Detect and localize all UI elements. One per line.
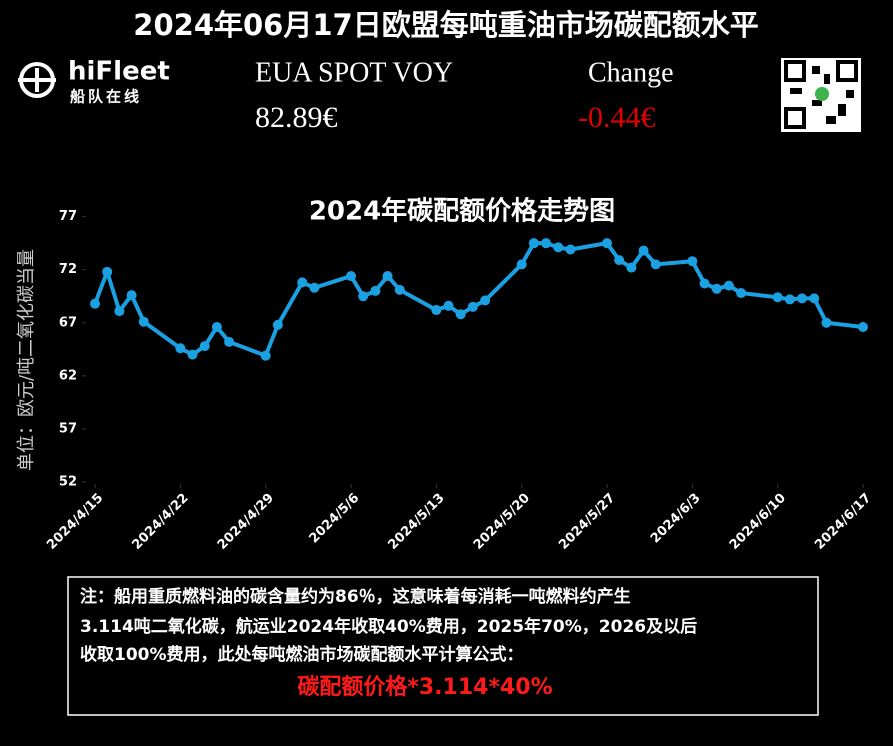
data-point [650, 259, 661, 270]
note-line: 注：船用重质燃料油的碳含量约为86％，这意味着每消耗一吨燃料约产生 [80, 586, 631, 607]
qr-code [781, 58, 861, 132]
change-label: Change [588, 57, 674, 88]
data-point [90, 298, 100, 309]
y-tick-label: 77 [59, 209, 77, 224]
data-point [260, 350, 271, 361]
data-point [467, 301, 478, 312]
note-line: 3.114吨二氧化碳，航运业2024年收取40%费用，2025年70%，2026… [80, 616, 697, 637]
price-value: 82.89€ [255, 101, 338, 134]
data-point [443, 300, 454, 311]
price-label: EUA SPOT VOY [255, 57, 453, 88]
data-point [614, 255, 625, 266]
data-point [480, 295, 491, 306]
data-point [102, 266, 113, 277]
data-point [346, 271, 356, 282]
y-tick-label: 67 [59, 315, 77, 330]
data-point [711, 283, 722, 294]
data-point [638, 245, 649, 256]
logo [18, 62, 56, 98]
data-point [370, 285, 381, 296]
data-point [797, 293, 808, 304]
data-point [699, 278, 710, 289]
page-title: 2024年06月17日欧盟每吨重油市场碳配额水平 [133, 8, 758, 42]
data-point [784, 294, 795, 305]
data-point [455, 309, 466, 320]
data-point [626, 262, 637, 273]
data-point [858, 322, 868, 333]
data-point [309, 282, 320, 293]
data-point [516, 259, 527, 270]
data-point [224, 336, 235, 347]
y-tick-label: 62 [59, 368, 77, 383]
logo-sub: 船队在线 [70, 88, 142, 106]
y-tick-label: 52 [59, 475, 77, 490]
data-point [187, 349, 198, 360]
data-point [553, 242, 564, 253]
change-value: -0.44€ [578, 101, 656, 134]
data-point [736, 288, 747, 299]
data-point [687, 256, 698, 267]
data-point [809, 293, 820, 304]
data-point [565, 244, 576, 255]
data-point [723, 280, 734, 291]
logo-text: hiFleet [68, 57, 170, 87]
data-point [821, 317, 832, 328]
data-point [272, 319, 283, 330]
data-point [394, 284, 405, 295]
chart-title: 2024年碳配额价格走势图 [309, 196, 615, 227]
data-point [297, 277, 308, 288]
data-point [358, 291, 369, 302]
data-point [528, 238, 539, 249]
data-point [175, 343, 186, 354]
y-tick-label: 57 [59, 421, 77, 436]
y-tick-label: 72 [59, 262, 77, 277]
data-point [138, 316, 149, 327]
data-point [126, 290, 137, 301]
formula: 碳配额价格*3.114*40% [297, 674, 552, 700]
data-point [541, 238, 552, 249]
data-point [199, 341, 210, 352]
data-point [602, 238, 612, 249]
note-box [67, 576, 819, 716]
data-point [431, 305, 442, 316]
data-point [114, 306, 125, 317]
data-point [211, 322, 222, 333]
data-point [382, 271, 393, 282]
data-point [772, 292, 783, 303]
note-line: 收取100%费用，此处每吨燃油市场碳配额水平计算公式： [80, 644, 524, 665]
y-axis-label: 单位：欧元/吨二氧化碳当量 [16, 249, 37, 471]
